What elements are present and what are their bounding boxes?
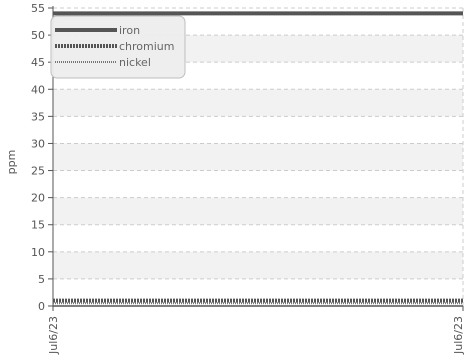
x-axis-ticks: Jul6/23 Jul6/23 <box>47 306 465 355</box>
y-tick-label: 5 <box>38 273 45 286</box>
y-tick-label: 10 <box>31 246 45 259</box>
grid-lines <box>52 7 464 306</box>
x-tick-label: Jul6/23 <box>47 316 60 355</box>
series-lines <box>53 11 463 305</box>
y-axis-label: ppm <box>5 150 18 175</box>
y-tick-label: 15 <box>31 219 45 232</box>
y-axis-ticks: 0 5 10 15 20 25 30 35 40 45 50 55 <box>31 2 53 313</box>
x-tick-label: Jul6/23 <box>452 316 465 355</box>
y-tick-label: 20 <box>31 192 45 205</box>
background-band <box>53 197 463 225</box>
y-tick-label: 0 <box>38 300 45 313</box>
y-tick-label: 25 <box>31 165 45 178</box>
y-tick-label: 45 <box>31 56 45 69</box>
legend: iron chromium nickel <box>50 15 186 79</box>
background-band <box>53 89 463 117</box>
y-tick-label: 35 <box>31 110 45 123</box>
background-band <box>53 143 463 171</box>
legend-label-nickel: nickel <box>119 56 151 69</box>
background-band <box>53 251 463 279</box>
y-tick-label: 40 <box>31 83 45 96</box>
legend-label-iron: iron <box>119 24 140 37</box>
legend-label-chromium: chromium <box>119 40 175 53</box>
y-tick-label: 30 <box>31 137 45 150</box>
y-tick-label: 50 <box>31 29 45 42</box>
y-tick-label: 55 <box>31 2 45 15</box>
